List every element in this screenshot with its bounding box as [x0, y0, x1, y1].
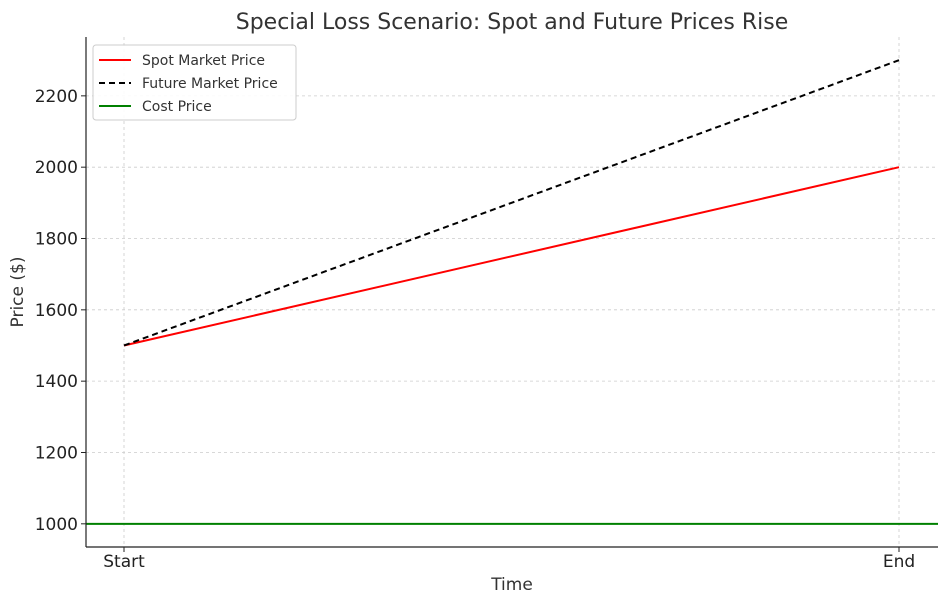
future-market-price-line — [123, 59, 900, 347]
y-tick-label: 1400 — [35, 372, 78, 392]
grid — [86, 37, 938, 547]
y-tick-label: 1600 — [35, 301, 78, 321]
spot-market-price-line — [123, 166, 900, 347]
y-tick-label: 1800 — [35, 230, 78, 250]
legend-box — [92, 44, 297, 121]
tick-labels: 1000 1200 1400 1600 1800 2000 2200 Start End — [35, 87, 915, 572]
chart-title: Special Loss Scenario: Spot and Future P… — [236, 10, 789, 35]
y-tick-label: 1200 — [35, 443, 78, 463]
legend-label: Future Market Price — [142, 76, 278, 92]
y-axis-label: Price ($) — [8, 257, 28, 328]
y-tick-label: 2200 — [35, 87, 78, 107]
x-axis-label: Time — [490, 575, 533, 595]
y-tick-label: 2000 — [35, 158, 78, 178]
legend: Spot Market Price Future Market Price Cost… — [92, 44, 297, 121]
y-tick-label: 1000 — [35, 515, 78, 535]
x-tick-label: Start — [103, 552, 145, 572]
series-lines — [86, 59, 938, 525]
axes — [81, 37, 938, 552]
legend-label: Cost Price — [142, 99, 212, 115]
x-tick-label: End — [883, 552, 915, 572]
legend-label: Spot Market Price — [142, 53, 265, 69]
